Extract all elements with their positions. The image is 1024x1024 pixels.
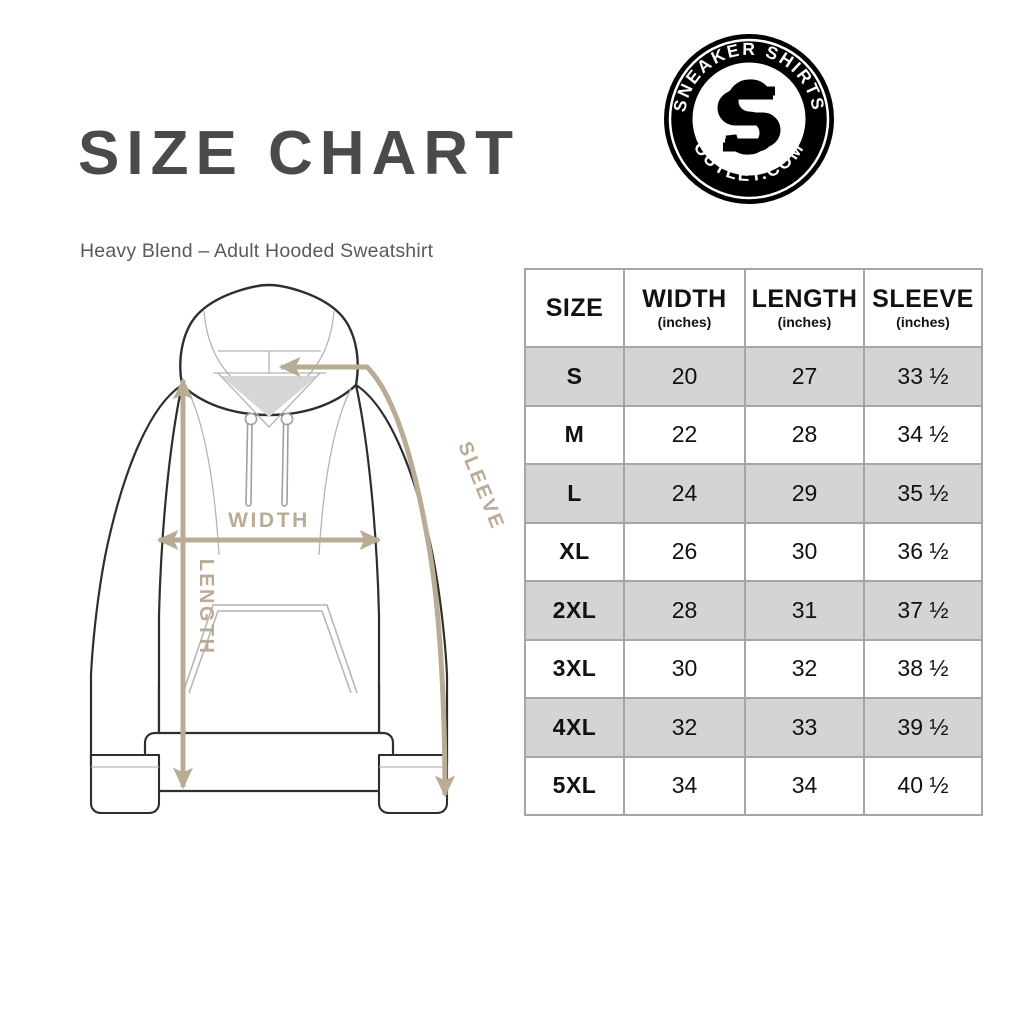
column-header-sleeve: SLEEVE (inches) [863, 268, 983, 348]
hoodie-outline [89, 365, 449, 777]
size-chart-table: SIZE WIDTH (inches) LENGTH (inches) SLEE… [524, 268, 983, 816]
cell-sleeve: 40 ½ [863, 755, 983, 816]
table-row: L 24 29 35 ½ [524, 463, 983, 524]
cell-width: 24 [623, 463, 746, 524]
cell-length: 27 [744, 346, 865, 407]
cell-width: 34 [623, 755, 746, 816]
width-label: WIDTH [228, 509, 310, 532]
column-header-sleeve-units: (inches) [896, 313, 950, 330]
table-row: S 20 27 33 ½ [524, 346, 983, 407]
column-header-length: LENGTH (inches) [744, 268, 865, 348]
cell-length: 31 [744, 580, 865, 641]
logo-monogram [717, 79, 781, 155]
cell-width: 32 [623, 697, 746, 758]
sleeve-arrow [278, 356, 456, 798]
table-row: 4XL 32 33 39 ½ [524, 697, 983, 758]
column-header-size: SIZE [524, 268, 625, 348]
length-label: LENGTH [195, 559, 217, 656]
page-subtitle: Heavy Blend – Adult Hooded Sweatshirt [80, 240, 434, 262]
cell-length: 30 [744, 521, 865, 582]
column-header-width: WIDTH (inches) [623, 268, 746, 348]
column-header-length-units: (inches) [777, 313, 832, 330]
cell-size: XL [524, 521, 625, 582]
cell-sleeve: 33 ½ [863, 346, 983, 407]
cell-size: 3XL [524, 638, 625, 699]
column-header-width-units: (inches) [657, 313, 712, 330]
cell-length: 32 [744, 638, 865, 699]
cell-size: 2XL [524, 580, 625, 641]
table-row: 2XL 28 31 37 ½ [524, 580, 983, 641]
cell-width: 22 [623, 404, 746, 465]
table-row: M 22 28 34 ½ [524, 404, 983, 465]
column-header-length-label: LENGTH [751, 285, 858, 314]
cell-length: 28 [744, 404, 865, 465]
cell-sleeve: 36 ½ [863, 521, 983, 582]
cell-length: 29 [744, 463, 865, 524]
sleeve-label: SLEEVE [453, 439, 508, 534]
table-row: 3XL 30 32 38 ½ [524, 638, 983, 699]
cell-sleeve: 35 ½ [863, 463, 983, 524]
hoodie-illustration: WIDTH LENGTH SLEEVE [55, 255, 525, 845]
cell-sleeve: 34 ½ [863, 404, 983, 465]
cell-length: 33 [744, 697, 865, 758]
table-body: S 20 27 33 ½ M 22 28 34 ½ L 24 29 35 ½ XL 26 30 36 ½ 2XL… [524, 346, 983, 816]
cell-width: 26 [623, 521, 746, 582]
cell-size: 4XL [524, 697, 625, 758]
column-header-sleeve-label: SLEEVE [872, 285, 974, 314]
table-header-row: SIZE WIDTH (inches) LENGTH (inches) SLEE… [524, 268, 983, 348]
table-row: 5XL 34 34 40 ½ [524, 755, 983, 816]
cell-size: L [524, 463, 625, 524]
page-title: SIZE CHART [78, 119, 520, 188]
column-header-size-label: SIZE [545, 293, 604, 322]
cell-size: S [524, 346, 625, 407]
cell-sleeve: 37 ½ [863, 580, 983, 641]
cell-size: 5XL [524, 755, 625, 816]
brand-logo: SNEAKER SHIRTS OUTLET.COM [663, 33, 835, 205]
table-row: XL 26 30 36 ½ [524, 521, 983, 582]
cell-length: 34 [744, 755, 865, 816]
cell-sleeve: 38 ½ [863, 638, 983, 699]
cell-size: M [524, 404, 625, 465]
cell-width: 28 [623, 580, 746, 641]
cell-width: 30 [623, 638, 746, 699]
table-header: SIZE WIDTH (inches) LENGTH (inches) SLEE… [524, 268, 983, 348]
cell-sleeve: 39 ½ [863, 697, 983, 758]
column-header-width-label: WIDTH [642, 285, 727, 314]
cell-width: 20 [623, 346, 746, 407]
